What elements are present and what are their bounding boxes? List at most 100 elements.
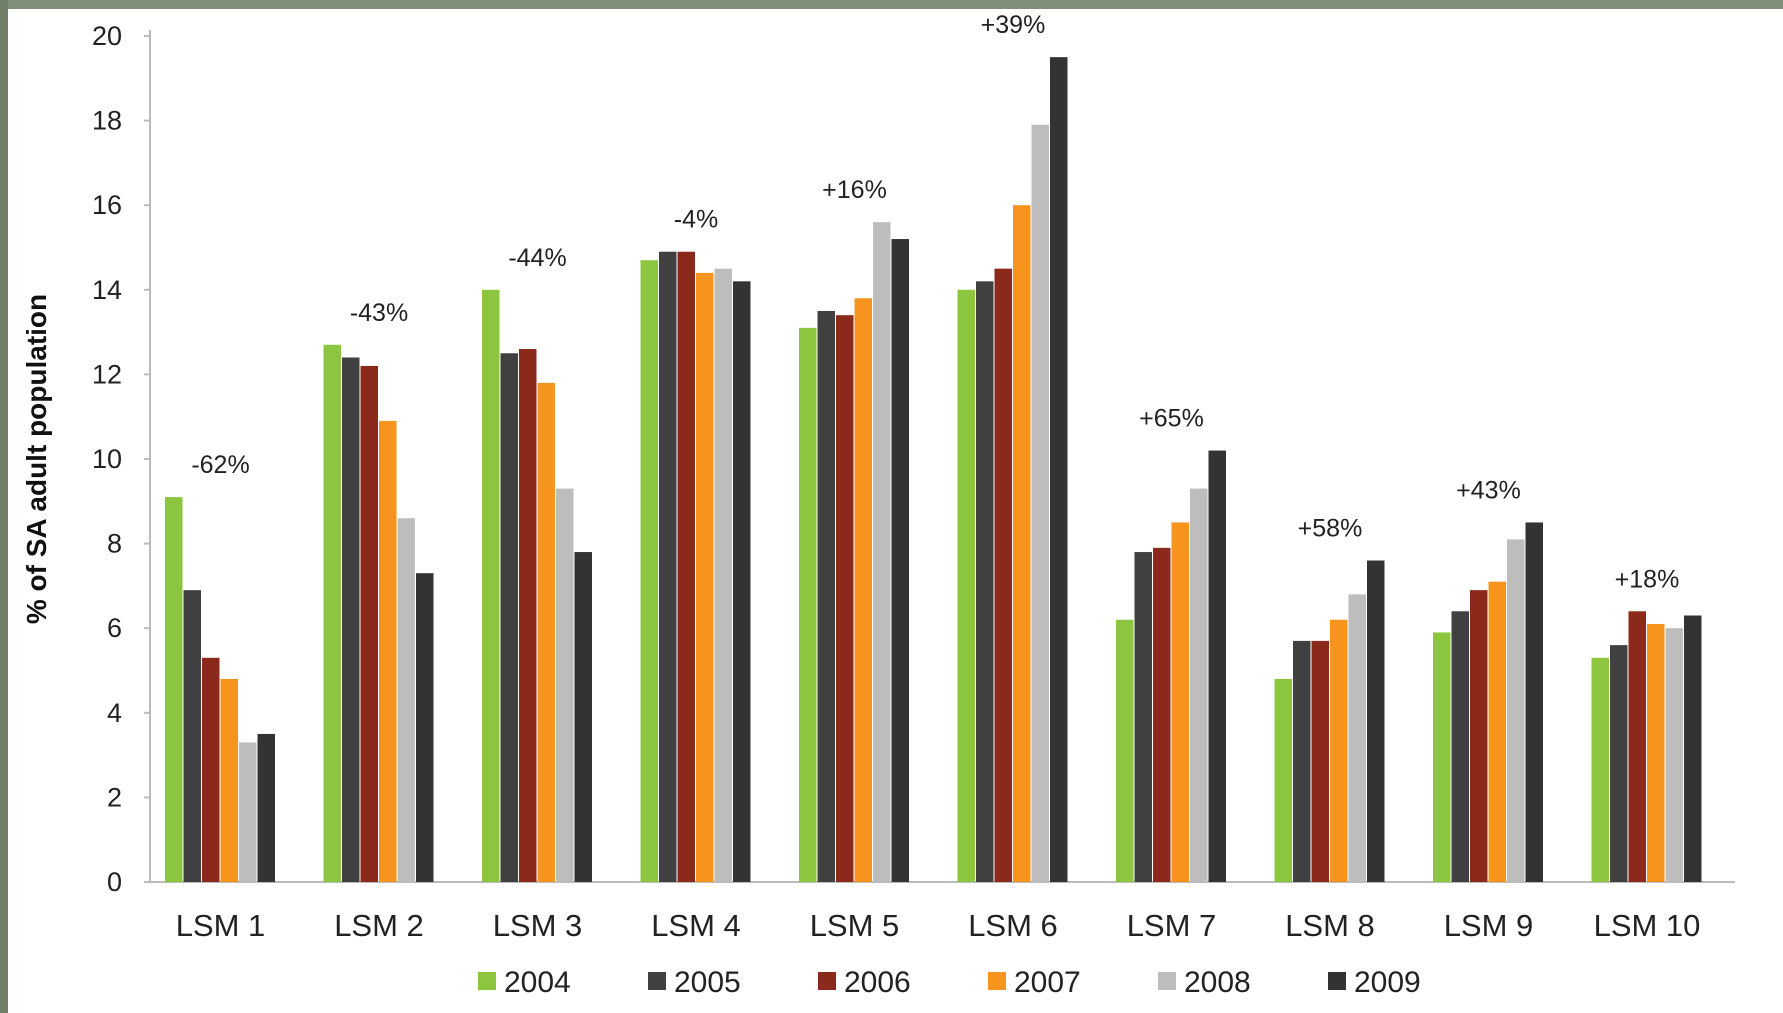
bar-2008-lsm6 (1031, 124, 1049, 882)
change-annotation: -4% (674, 206, 718, 234)
legend-label-2005: 2005 (674, 966, 741, 999)
top-border-bar (0, 0, 1783, 9)
bar-2009-lsm1 (257, 733, 275, 882)
legend-swatch-2004 (478, 972, 496, 990)
change-annotation: -62% (191, 451, 249, 479)
y-tick-label: 8 (107, 529, 122, 559)
y-tick-label: 20 (92, 21, 122, 51)
bar-2006-lsm5 (836, 315, 854, 882)
bar-2008-lsm10 (1665, 628, 1683, 882)
y-tick-label: 4 (107, 698, 122, 728)
bar-2005-lsm2 (342, 357, 360, 883)
bar-2005-lsm7 (1134, 552, 1152, 882)
change-annotation: +16% (822, 176, 887, 204)
bar-2006-lsm7 (1153, 547, 1171, 882)
bar-2005-lsm9 (1451, 611, 1469, 882)
x-tick-label: LSM 4 (651, 908, 741, 943)
y-axis-label: % of SA adult population (21, 294, 52, 624)
y-tick-label: 0 (107, 867, 122, 897)
bar-2007-lsm10 (1647, 623, 1665, 882)
bar-2008-lsm4 (714, 268, 732, 882)
legend-label-2008: 2008 (1184, 966, 1251, 999)
bar-2009-lsm7 (1208, 450, 1226, 882)
bar-2005-lsm4 (659, 251, 677, 883)
legend-label-2004: 2004 (504, 966, 571, 999)
bar-2004-lsm9 (1433, 632, 1451, 882)
bar-2008-lsm7 (1190, 488, 1208, 882)
y-tick-label: 16 (92, 190, 122, 220)
bar-2009-lsm5 (891, 239, 909, 883)
legend-label-2006: 2006 (844, 966, 911, 999)
bar-2007-lsm1 (220, 678, 238, 882)
bar-2004-lsm2 (323, 344, 341, 882)
bar-2007-lsm8 (1330, 619, 1348, 882)
bar-2006-lsm8 (1311, 640, 1329, 882)
bar-2009-lsm3 (574, 552, 592, 882)
bar-2006-lsm10 (1628, 611, 1646, 882)
bar-2008-lsm9 (1507, 539, 1525, 882)
bar-2007-lsm7 (1171, 522, 1189, 882)
bar-2006-lsm6 (994, 268, 1012, 882)
x-tick-label: LSM 2 (334, 908, 424, 943)
bar-2006-lsm4 (677, 251, 695, 883)
legend-swatch-2005 (648, 972, 666, 990)
bar-2004-lsm1 (165, 497, 183, 882)
y-tick-label: 14 (92, 275, 122, 305)
left-border-bar (0, 0, 8, 1013)
bar-2005-lsm5 (817, 310, 835, 882)
legend-swatch-2008 (1158, 972, 1176, 990)
x-tick-label: LSM 9 (1444, 908, 1534, 943)
bar-2009-lsm9 (1525, 522, 1543, 882)
bar-2004-lsm5 (799, 327, 817, 882)
bar-2004-lsm10 (1591, 657, 1609, 882)
bar-2005-lsm3 (500, 353, 518, 882)
y-tick-label: 18 (92, 106, 122, 136)
y-tick-label: 2 (107, 782, 122, 812)
bar-2004-lsm8 (1274, 678, 1292, 882)
bar-2009-lsm10 (1684, 615, 1702, 882)
legend-label-2009: 2009 (1354, 966, 1421, 999)
bar-2006-lsm3 (519, 349, 537, 882)
x-tick-label: LSM 5 (810, 908, 900, 943)
change-annotation: -44% (508, 244, 566, 272)
y-tick-label: 12 (92, 359, 122, 389)
y-tick-label: 6 (107, 613, 122, 643)
bar-2007-lsm2 (379, 420, 397, 882)
bar-2007-lsm4 (696, 272, 714, 882)
bar-2009-lsm8 (1367, 560, 1385, 882)
bar-2005-lsm8 (1293, 640, 1311, 882)
y-tick-label: 10 (92, 444, 122, 474)
bar-2008-lsm2 (397, 518, 415, 882)
bar-2009-lsm2 (416, 573, 434, 882)
bar-2007-lsm9 (1488, 581, 1506, 882)
bar-2008-lsm5 (873, 222, 891, 882)
bar-2007-lsm3 (537, 382, 555, 882)
bar-2004-lsm4 (640, 260, 658, 882)
bar-2009-lsm4 (733, 281, 751, 883)
bar-2004-lsm6 (957, 289, 975, 882)
bar-2008-lsm8 (1348, 594, 1366, 882)
bar-2007-lsm6 (1013, 205, 1031, 882)
x-tick-label: LSM 10 (1594, 908, 1701, 943)
bar-2009-lsm6 (1050, 57, 1068, 882)
x-tick-label: LSM 7 (1127, 908, 1217, 943)
bar-2005-lsm10 (1610, 645, 1628, 882)
legend-swatch-2009 (1328, 972, 1346, 990)
bar-2004-lsm3 (482, 289, 500, 882)
change-annotation: +65% (1139, 405, 1204, 433)
bar-2008-lsm1 (239, 742, 257, 882)
bar-2004-lsm7 (1116, 619, 1134, 882)
bar-2005-lsm6 (976, 281, 994, 883)
bar-2008-lsm3 (556, 488, 574, 882)
x-tick-label: LSM 1 (176, 908, 266, 943)
x-tick-label: LSM 3 (493, 908, 583, 943)
bar-2006-lsm9 (1470, 590, 1488, 882)
x-tick-label: LSM 8 (1285, 908, 1375, 943)
bar-2006-lsm2 (360, 365, 378, 882)
change-annotation: +39% (981, 11, 1046, 39)
change-annotation: +58% (1298, 515, 1363, 543)
legend-swatch-2007 (988, 972, 1006, 990)
bar-2007-lsm5 (854, 298, 872, 882)
